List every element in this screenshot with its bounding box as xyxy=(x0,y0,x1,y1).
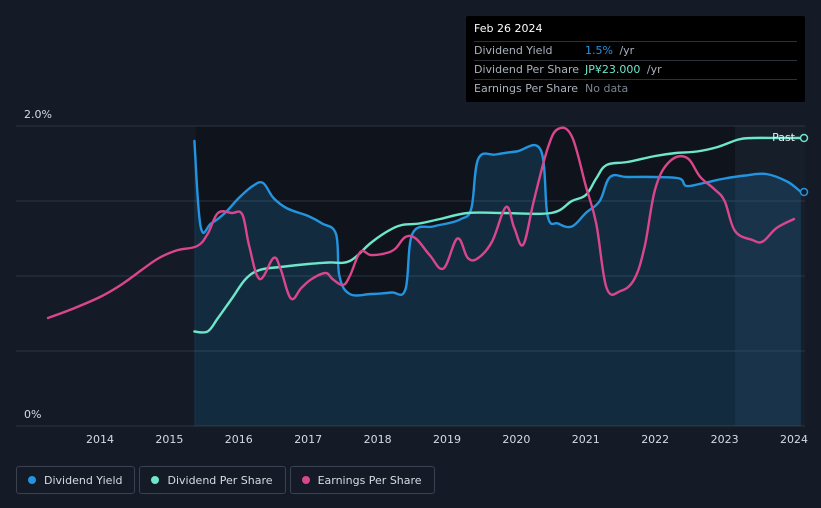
x-tick-label: 2016 xyxy=(224,433,253,446)
dividend-yield-line xyxy=(193,139,803,297)
x-tick-label: 2023 xyxy=(710,433,739,446)
x-tick-label: 2020 xyxy=(502,433,531,446)
hover-tooltip: Feb 26 2024 Dividend Yield 1.5% /yr Divi… xyxy=(466,16,805,102)
tooltip-label: Dividend Yield xyxy=(474,44,553,57)
tooltip-date: Feb 26 2024 xyxy=(474,22,543,35)
legend-dot-icon xyxy=(301,476,310,484)
dividend-per-share-end-marker xyxy=(799,133,809,143)
legend-dot-icon xyxy=(151,476,160,484)
tooltip-unit: /yr xyxy=(646,63,662,76)
dividend-yield-area xyxy=(194,141,801,426)
legend-dividend-yield[interactable]: Dividend Yield xyxy=(16,466,136,494)
tooltip-row-dividend-per-share: Dividend Per Share JP¥23.000 /yr xyxy=(474,60,797,79)
legend-label: Earnings Per Share xyxy=(317,473,422,487)
tooltip-row-dividend-yield: Dividend Yield 1.5% /yr xyxy=(474,41,797,60)
tooltip-row-earnings-per-share: Earnings Per Share No data xyxy=(474,79,797,98)
y-tick-label-top: 2.0% xyxy=(24,108,52,121)
x-tick-label: 2017 xyxy=(294,433,323,446)
x-tick-label: 2024 xyxy=(780,433,808,446)
y-tick-label-bottom: 0% xyxy=(24,408,42,421)
legend-label: Dividend Per Share xyxy=(167,473,273,487)
tooltip-label: Earnings Per Share xyxy=(474,82,579,95)
legend-label: Dividend Yield xyxy=(44,473,123,487)
legend-dot-icon xyxy=(28,476,36,484)
tooltip-label: Dividend Per Share xyxy=(474,63,580,76)
x-tick-label: 2014 xyxy=(86,433,114,446)
chart-legend: Dividend Yield Dividend Per Share Earnin… xyxy=(16,466,435,494)
tooltip-unit: /yr xyxy=(619,44,635,57)
dividend-per-share-line xyxy=(193,136,803,334)
x-tick-label: 2021 xyxy=(571,433,600,446)
chart-svg xyxy=(16,125,809,427)
tooltip-value: No data xyxy=(585,82,629,95)
legend-dividend-per-share[interactable]: Dividend Per Share xyxy=(139,466,286,494)
chart-container: 2.0% 0% 2014 2015 2016 2017 2018 2019 2020 2021… xyxy=(16,108,809,446)
x-tick-label: 2015 xyxy=(155,433,184,446)
dividend-yield-end-marker xyxy=(799,187,809,197)
tooltip-value: JP¥23.000 xyxy=(585,63,641,76)
x-tick-label: 2019 xyxy=(433,433,461,446)
legend-earnings-per-share[interactable]: Earnings Per Share xyxy=(289,466,435,494)
earnings-per-share-line xyxy=(46,126,796,320)
x-tick-label: 2022 xyxy=(641,433,670,446)
past-label: Past xyxy=(772,131,795,144)
x-tick-label: 2018 xyxy=(363,433,392,446)
tooltip-value: 1.5% xyxy=(585,44,613,57)
